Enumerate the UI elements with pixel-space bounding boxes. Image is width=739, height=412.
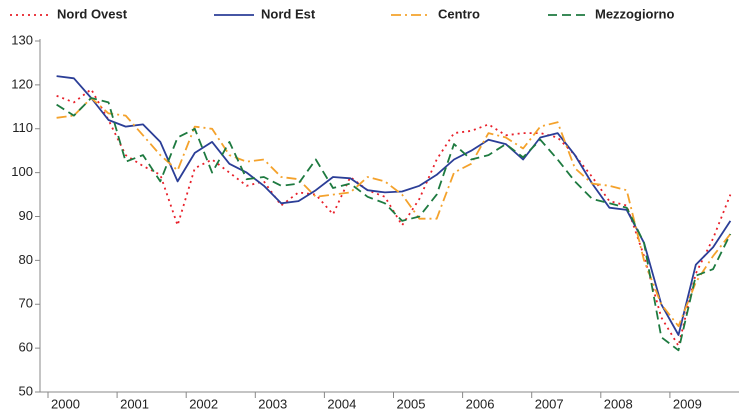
series-line (56, 97, 732, 352)
x-tick-label: 2004 (327, 396, 356, 411)
x-tick-label: 2009 (673, 396, 702, 411)
x-tick-label: 2003 (258, 396, 287, 411)
x-tick-label: 2002 (189, 396, 218, 411)
x-tick-label: 2005 (397, 396, 426, 411)
y-tick-label: 110 (12, 120, 33, 135)
y-tick-label: 80 (19, 252, 33, 267)
x-tick-label: 2007 (535, 396, 564, 411)
series-line (56, 97, 732, 328)
y-tick-label: 50 (19, 383, 33, 398)
y-tick-label: 90 (19, 208, 33, 223)
legend-label: Nord Est (261, 6, 316, 21)
x-tick-label: 2001 (120, 396, 149, 411)
series-line (56, 88, 732, 347)
legend-label: Nord Ovest (57, 6, 128, 21)
legend-label: Centro (438, 6, 480, 21)
y-tick-label: 60 (19, 340, 33, 355)
series-line (56, 75, 732, 336)
x-tick-label: 2008 (604, 396, 633, 411)
legend-label: Mezzogiorno (595, 6, 674, 21)
y-tick-label: 100 (11, 164, 33, 179)
y-tick-label: 70 (19, 296, 33, 311)
y-tick-label: 120 (11, 76, 33, 91)
y-tick-label: 130 (11, 32, 33, 47)
x-tick-label: 2006 (466, 396, 495, 411)
x-tick-label: 2000 (51, 396, 80, 411)
